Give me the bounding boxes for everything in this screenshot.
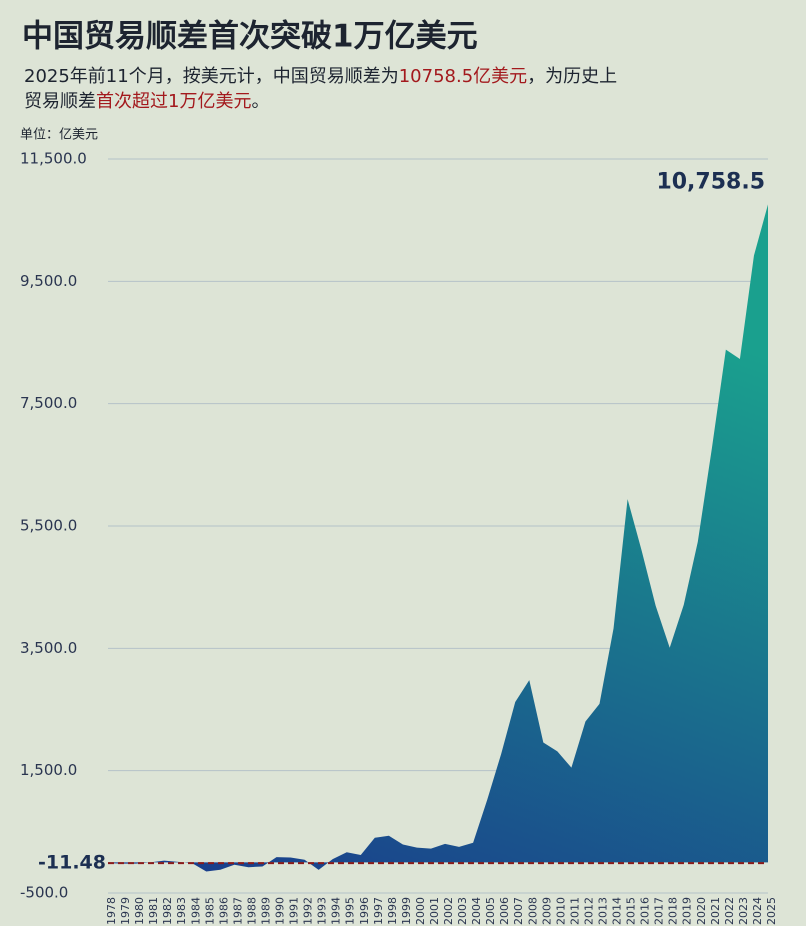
subtitle-line-1: 2025年前11个月，按美元计，中国贸易顺差为10758.5亿美元，为历史上 (24, 66, 617, 87)
x-tick-label: 1982 (161, 897, 174, 925)
x-tick-label: 1996 (358, 897, 371, 925)
y-tick-label: 7,500.0 (20, 394, 77, 412)
peak-label: 10,758.5 (656, 169, 765, 194)
unit-label: 单位：亿美元 (20, 128, 98, 143)
x-tick-label: 1999 (400, 897, 413, 925)
x-tick-label: 1991 (288, 897, 301, 925)
y-tick-label: 1,500.0 (20, 761, 77, 779)
x-tick-label: 2025 (765, 897, 778, 925)
x-tick-label: 1984 (189, 897, 202, 925)
x-tick-label: 1989 (259, 897, 272, 925)
x-tick-label: 1990 (274, 897, 287, 925)
y-tick-label: 3,500.0 (20, 639, 77, 657)
x-tick-label: 1987 (231, 897, 244, 925)
subtitle-highlight: 10758.5亿美元 (399, 66, 527, 87)
x-tick-label: 2024 (751, 897, 764, 925)
x-tick-label: 2016 (639, 897, 652, 925)
y-tick-label: -500.0 (20, 884, 68, 902)
x-tick-label: 2004 (470, 897, 483, 925)
x-tick-label: 1995 (344, 897, 357, 925)
subtitle-line-2: 贸易顺差首次超过1万亿美元。 (24, 91, 269, 112)
x-tick-label: 2021 (709, 897, 722, 925)
x-tick-label: 2013 (596, 897, 609, 925)
x-tick-label: 1997 (372, 897, 385, 925)
subtitle-text: 贸易顺差 (24, 91, 96, 112)
x-tick-label: 2014 (611, 897, 624, 925)
x-tick-label: 1988 (245, 897, 258, 925)
x-tick-label: 2015 (625, 897, 638, 925)
x-tick-label: 2008 (526, 897, 539, 925)
x-tick-label: 2003 (456, 897, 469, 925)
x-tick-label: 1978 (105, 897, 118, 925)
subtitle-text: 2025年前11个月，按美元计，中国贸易顺差为 (24, 66, 399, 87)
x-tick-label: 2009 (540, 897, 553, 925)
x-tick-label: 1994 (330, 897, 343, 925)
x-tick-label: 2023 (737, 897, 750, 925)
x-tick-label: 1983 (175, 897, 188, 925)
x-tick-label: 2010 (554, 897, 567, 925)
x-tick-label: 2000 (414, 897, 427, 925)
area (108, 204, 768, 872)
x-tick-label: 1979 (119, 897, 132, 925)
x-tick-label: 1992 (302, 897, 315, 925)
y-tick-label: 5,500.0 (20, 517, 77, 535)
x-tick-label: 1985 (203, 897, 216, 925)
reference-label: -11.48 (38, 852, 106, 874)
x-tick-label: 2020 (695, 897, 708, 925)
y-tick-label: 9,500.0 (20, 272, 77, 290)
x-tick-label: 1986 (217, 897, 230, 925)
subtitle-text: ，为历史上 (527, 66, 617, 87)
x-tick-label: 2017 (653, 897, 666, 925)
x-tick-label: 2022 (723, 897, 736, 925)
subtitle-text: 。 (251, 91, 269, 112)
x-tick-label: 1980 (133, 897, 146, 925)
y-tick-label: 11,500.0 (20, 150, 87, 168)
x-tick-label: 2006 (498, 897, 511, 925)
x-tick-label: 1993 (316, 897, 329, 925)
x-tick-label: 2012 (582, 897, 595, 925)
x-tick-label: 2019 (681, 897, 694, 925)
chart-title: 中国贸易顺差首次突破1万亿美元 (22, 19, 478, 55)
x-tick-label: 1998 (386, 897, 399, 925)
x-tick-label: 2001 (428, 897, 441, 925)
x-tick-label: 1981 (147, 897, 160, 925)
x-tick-label: 2005 (484, 897, 497, 925)
x-tick-label: 2007 (512, 897, 525, 925)
x-tick-label: 2011 (568, 897, 581, 925)
x-tick-label: 2018 (667, 897, 680, 925)
subtitle-highlight: 首次超过1万亿美元 (96, 91, 251, 112)
x-tick-label: 2002 (442, 897, 455, 925)
